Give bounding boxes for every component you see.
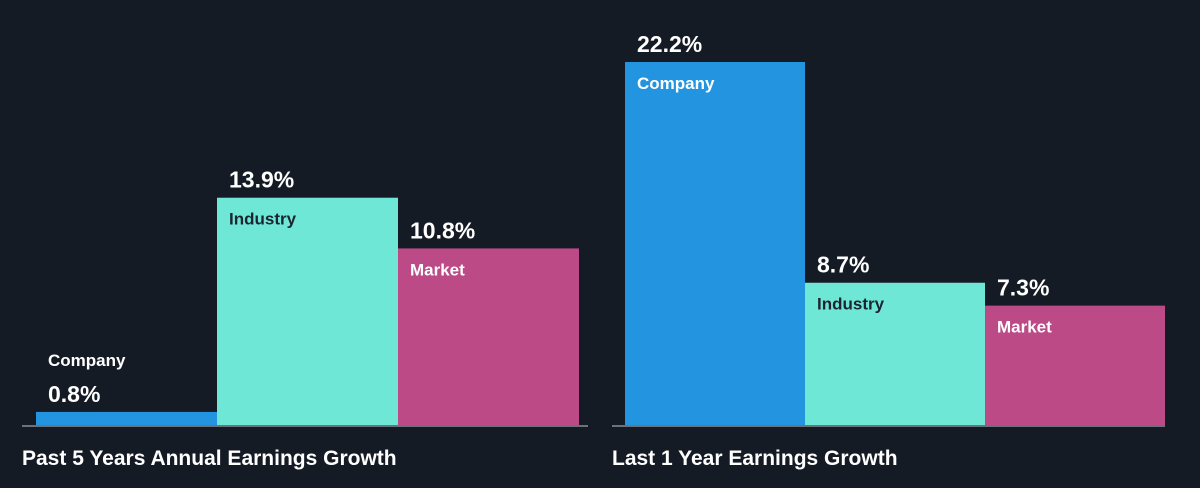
bar-industry [217, 197, 398, 425]
bar-company [36, 411, 217, 425]
category-label-company: Company [637, 74, 715, 93]
category-label-industry: Industry [817, 295, 885, 314]
bar-market [398, 248, 579, 425]
category-label-industry: Industry [229, 210, 297, 229]
value-label-industry: 8.7% [817, 252, 869, 278]
chart-title: Past 5 Years Annual Earnings Growth [22, 447, 397, 470]
category-label-market: Market [997, 318, 1052, 337]
bar-industry [805, 282, 985, 425]
value-label-market: 10.8% [410, 217, 475, 243]
chart-panel-2: 22.2% Company 8.7% Industry 7.3% Market Last 1… [612, 31, 1165, 470]
chart-panel-1: 0.8% Company 13.9% Industry 10.8% Market Past … [22, 167, 588, 470]
bar-market [985, 305, 1165, 425]
category-label-market: Market [410, 260, 465, 279]
value-label-company: 22.2% [637, 31, 702, 57]
value-label-market: 7.3% [997, 275, 1049, 301]
bar-company [625, 62, 805, 425]
chart-title: Last 1 Year Earnings Growth [612, 447, 898, 470]
value-label-company: 0.8% [48, 381, 100, 407]
value-label-industry: 13.9% [229, 167, 294, 193]
category-label-company: Company [48, 351, 126, 370]
